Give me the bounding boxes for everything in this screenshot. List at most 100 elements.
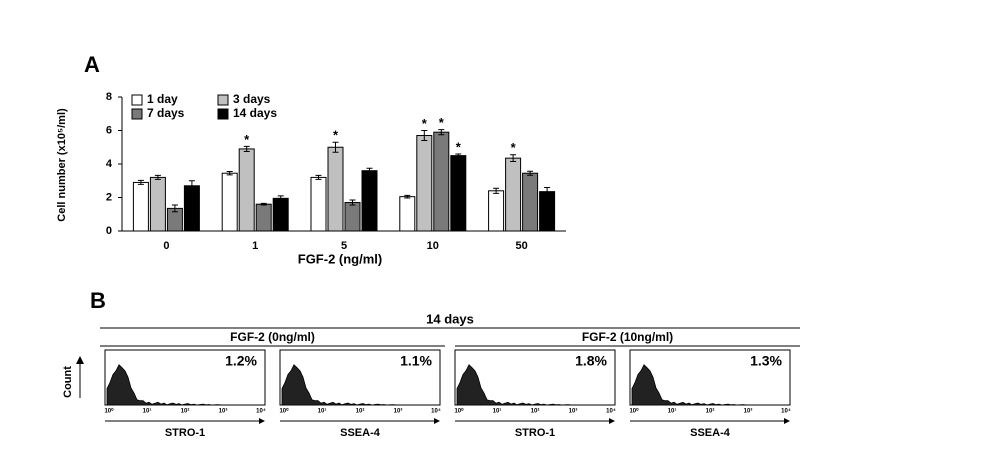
marker-label: SSEA-4: [340, 427, 381, 439]
x-tick-label: 10²: [356, 408, 365, 415]
significance-mark: *: [244, 132, 250, 147]
bar: [505, 157, 522, 232]
histogram: [106, 364, 228, 406]
x-tick-label: 10: [427, 240, 439, 252]
x-tick-label: 10⁴: [256, 409, 266, 415]
significance-mark: *: [439, 115, 445, 130]
error-bar: [455, 153, 462, 158]
bar: [183, 185, 200, 232]
error-bar: [243, 145, 250, 152]
x-tick-label: 10⁴: [431, 409, 441, 415]
bar: [149, 176, 166, 232]
y-axis-label: Count: [62, 366, 74, 398]
marker-label: STRO-1: [515, 427, 555, 439]
bar: [221, 172, 238, 232]
x-tick-label: 10⁰: [454, 408, 464, 415]
x-tick-label: 10²: [706, 408, 715, 415]
error-bar: [421, 130, 428, 142]
bar: [344, 202, 361, 232]
marker-label: STRO-1: [165, 427, 205, 439]
bar: [433, 131, 450, 232]
x-tick-label: 10³: [219, 408, 228, 415]
bar: [238, 148, 255, 232]
y-tick-label: 4: [106, 158, 113, 170]
error-bar: [404, 194, 411, 199]
x-tick-label: 50: [515, 240, 527, 252]
arrow-head: [259, 418, 265, 424]
legend-label: 3 days: [233, 92, 271, 106]
error-bar: [366, 167, 373, 174]
significance-mark: *: [456, 139, 462, 154]
bar: [255, 203, 272, 232]
bar: [539, 191, 556, 232]
group-title: FGF-2 (0ng/ml): [230, 330, 315, 344]
error-bar: [349, 199, 356, 206]
percent-label: 1.2%: [225, 353, 257, 369]
legend-swatch: [217, 94, 229, 106]
x-tick-label: 10⁰: [104, 408, 114, 415]
error-bar: [493, 187, 500, 194]
y-tick-label: 2: [106, 191, 112, 203]
panel-label: A: [84, 52, 100, 77]
x-tick-label: 0: [163, 240, 169, 252]
bar: [522, 172, 539, 232]
error-bar: [171, 204, 178, 213]
x-axis-label: FGF-2 (ng/ml): [298, 251, 383, 266]
error-bar: [438, 129, 445, 136]
x-tick-label: 10¹: [668, 408, 677, 415]
legend-swatch: [217, 108, 229, 120]
marker-label: SSEA-4: [690, 427, 731, 439]
error-bar: [315, 174, 322, 180]
error-bar: [260, 202, 267, 206]
bar: [450, 155, 467, 232]
x-tick-label: 10⁰: [279, 408, 289, 415]
error-bar: [527, 170, 534, 176]
y-axis-label: Cell number (x10⁵/ml): [56, 108, 68, 222]
x-tick-label: 10⁴: [781, 409, 791, 415]
bar: [310, 176, 327, 232]
x-tick-label: 10³: [744, 408, 753, 415]
arrow-head: [434, 418, 440, 424]
percent-label: 1.3%: [750, 353, 782, 369]
error-bar: [188, 180, 195, 192]
x-tick-label: 10⁴: [606, 409, 616, 415]
bar: [327, 146, 344, 232]
histogram: [456, 364, 578, 406]
error-bar: [154, 174, 161, 180]
error-bar: [277, 195, 284, 202]
bar: [399, 196, 416, 232]
bar: [361, 170, 378, 232]
legend-swatch: [131, 108, 143, 120]
percent-label: 1.1%: [400, 353, 432, 369]
group-title: FGF-2 (10ng/ml): [582, 330, 673, 344]
x-tick-label: 10³: [569, 408, 578, 415]
percent-label: 1.8%: [575, 353, 607, 369]
error-bar: [510, 154, 517, 162]
legend-label: 7 days: [147, 106, 185, 120]
panel-title: 14 days: [426, 311, 474, 326]
x-tick-label: 10²: [531, 408, 540, 415]
x-tick-label: 10¹: [493, 408, 502, 415]
histogram: [281, 364, 403, 406]
error-bar: [332, 141, 339, 153]
significance-mark: *: [511, 140, 517, 155]
error-bar: [137, 179, 144, 185]
y-tick-label: 6: [106, 124, 112, 136]
panel-label: B: [90, 288, 106, 313]
y-tick-label: 8: [106, 91, 112, 103]
bar: [132, 181, 149, 232]
x-tick-label: 10⁰: [629, 408, 639, 415]
x-tick-label: 10¹: [318, 408, 327, 415]
y-tick-label: 0: [106, 225, 112, 237]
error-bar: [226, 171, 233, 176]
legend-label: 1 day: [147, 92, 178, 106]
x-tick-label: 10¹: [143, 408, 152, 415]
arrow-head: [76, 356, 84, 364]
significance-mark: *: [422, 116, 428, 131]
significance-mark: *: [333, 128, 339, 143]
bar: [488, 190, 505, 232]
histogram: [631, 364, 753, 406]
x-tick-label: 5: [341, 240, 347, 252]
bar: [272, 197, 289, 232]
